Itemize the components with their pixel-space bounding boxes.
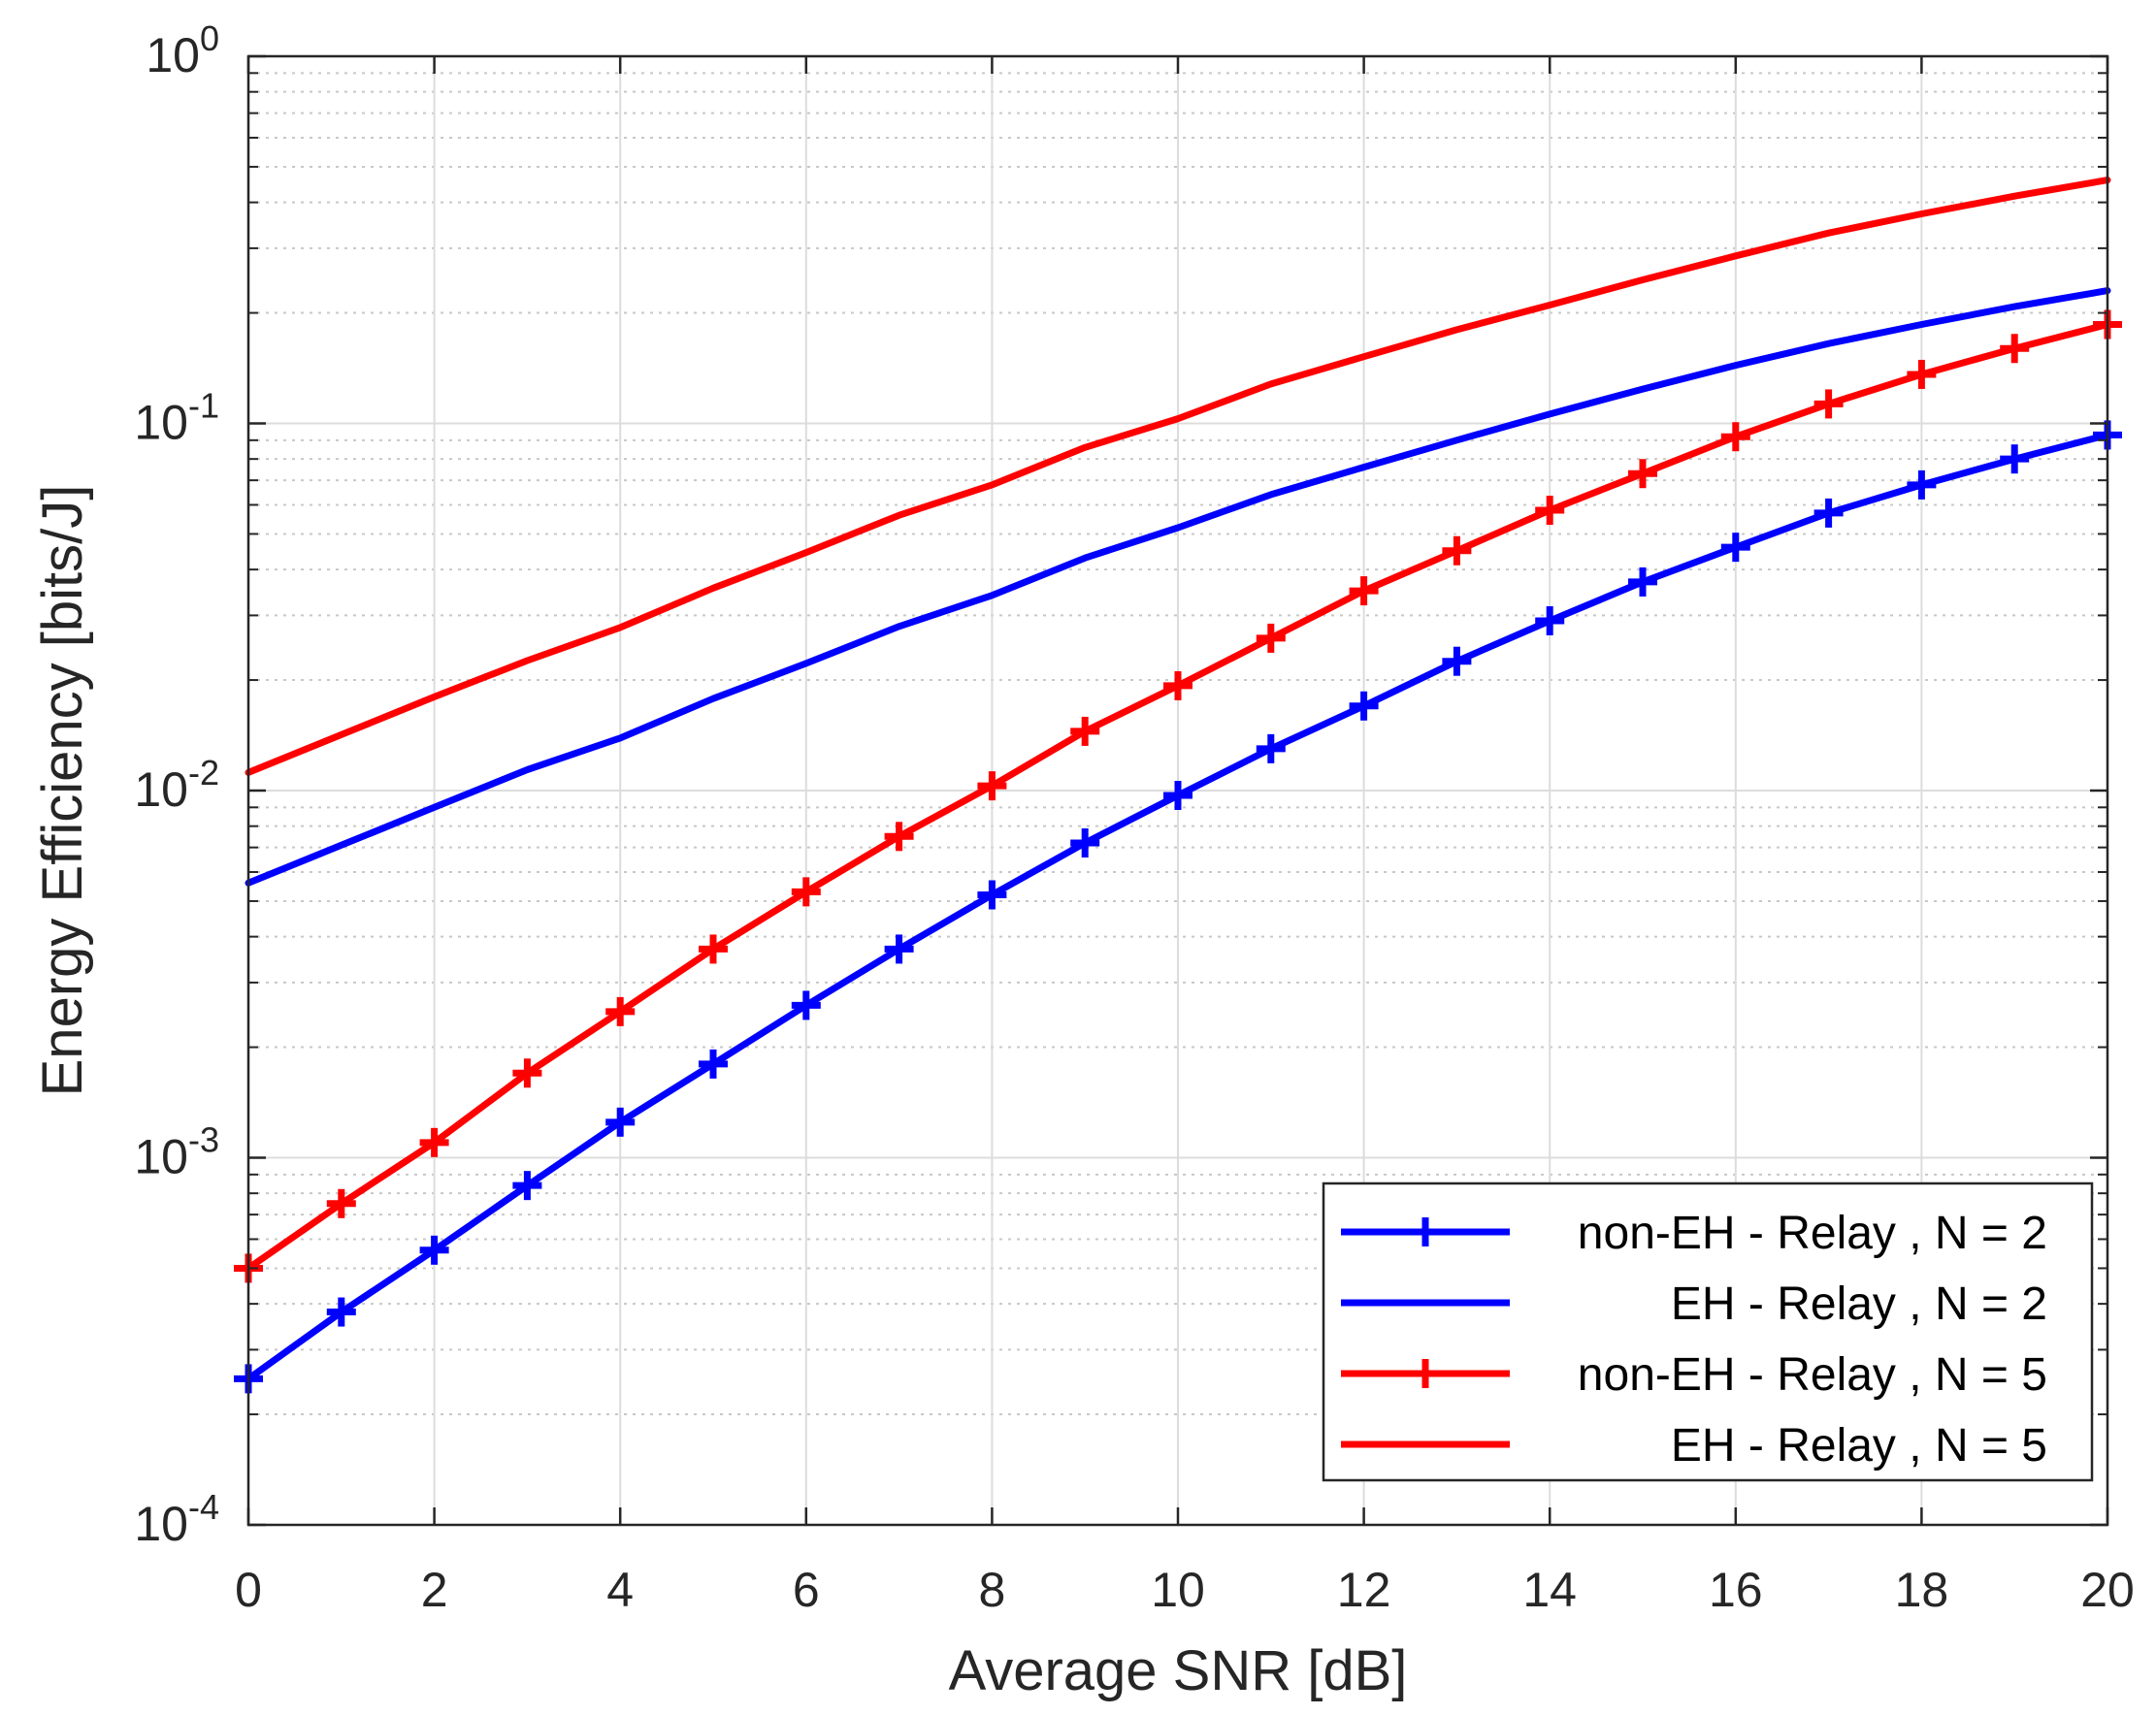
series-1-point (1442, 646, 1472, 676)
x-tick-label: 20 (2080, 1563, 2135, 1617)
legend-label: EH - Relay , N = 5 (1671, 1420, 2047, 1472)
series-1-point (1349, 691, 1379, 721)
series-3-point (1628, 459, 1657, 489)
series-1-point (1163, 781, 1192, 811)
series-3-point (1070, 716, 1100, 746)
x-tick-label: 14 (1522, 1563, 1577, 1617)
series-1-point (1813, 498, 1844, 528)
x-tick-label: 10 (1151, 1563, 1205, 1617)
series-3-point (884, 822, 914, 852)
series-1-point (699, 1049, 728, 1079)
series-3-point (1720, 422, 1750, 452)
series-1-point (512, 1171, 542, 1201)
x-tick-label: 6 (793, 1563, 820, 1617)
series-1-point (1535, 605, 1565, 635)
series-3-point (791, 877, 821, 907)
x-tick-label: 4 (606, 1563, 634, 1617)
legend-label: non-EH - Relay , N = 5 (1578, 1349, 2047, 1401)
y-axis-label: Energy Efficiency [bits/J] (31, 485, 94, 1097)
series-1-point (977, 880, 1007, 910)
y-tick-label: 10-3 (134, 1120, 219, 1184)
series-3-point (1813, 389, 1844, 419)
x-tick-label: 12 (1337, 1563, 1391, 1617)
series-3-point (1907, 359, 1937, 389)
legend-label: EH - Relay , N = 2 (1671, 1278, 2047, 1330)
series-1-point (1720, 533, 1750, 563)
series-line-2 (245, 287, 2111, 887)
y-tick-label: 10-2 (134, 753, 219, 817)
series-line-4 (245, 177, 2111, 776)
series-3-point (1256, 623, 1286, 653)
series-1-point (1070, 827, 1100, 858)
x-tick-labels: 0 2 4 6 8 10 12 14 16 18 20 (235, 1563, 2135, 1617)
series-3-point (419, 1127, 449, 1157)
series-1-point (605, 1107, 636, 1137)
x-tick-label: 18 (1895, 1563, 1949, 1617)
series-3-point (977, 771, 1007, 801)
x-tick-label: 16 (1709, 1563, 1763, 1617)
series-3-point (512, 1058, 542, 1088)
series-1-point (2000, 444, 2030, 474)
axis-ticks (246, 54, 2109, 1527)
x-tick-label: 0 (235, 1563, 262, 1617)
y-tick-label: 10-1 (134, 386, 219, 450)
x-tick-label: 8 (978, 1563, 1005, 1617)
series-1-point (419, 1235, 449, 1265)
x-axis-label: Average SNR [dB] (949, 1639, 1408, 1702)
series-layer (234, 177, 2122, 1394)
series-3-point (2000, 334, 2030, 364)
series-3-point (1163, 670, 1192, 700)
series-1-point (326, 1297, 356, 1327)
series-1-point (884, 934, 914, 964)
y-tick-labels: 10-4 10-3 10-2 10-1 100 (134, 18, 219, 1551)
series-3-point (1442, 535, 1472, 566)
series-3-point (1535, 496, 1565, 526)
legend: non-EH - Relay , N = 2 EH - Relay , N = 2… (1322, 1181, 2094, 1482)
series-1-point (1907, 469, 1937, 500)
y-tick-label: 10-4 (134, 1487, 219, 1551)
x-tick-label: 2 (421, 1563, 448, 1617)
series-3-point (605, 996, 636, 1026)
series-1-point (791, 990, 821, 1020)
legend-item-2: EH - Relay , N = 2 (1341, 1278, 2047, 1330)
series-3-point (1349, 576, 1379, 606)
series-3-point (699, 934, 728, 964)
legend-item-3: non-EH - Relay , N = 5 (1341, 1349, 2047, 1401)
legend-label: non-EH - Relay , N = 2 (1578, 1208, 2047, 1259)
series-3-point (326, 1188, 356, 1218)
series-1-point (1256, 733, 1286, 763)
series-1-point (1628, 566, 1657, 597)
legend-item-4: EH - Relay , N = 5 (1341, 1420, 2047, 1472)
legend-item-1: non-EH - Relay , N = 2 (1341, 1208, 2047, 1259)
y-tick-label: 100 (146, 18, 219, 82)
